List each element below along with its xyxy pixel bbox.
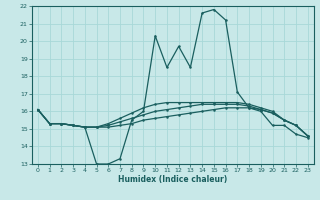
X-axis label: Humidex (Indice chaleur): Humidex (Indice chaleur) — [118, 175, 228, 184]
